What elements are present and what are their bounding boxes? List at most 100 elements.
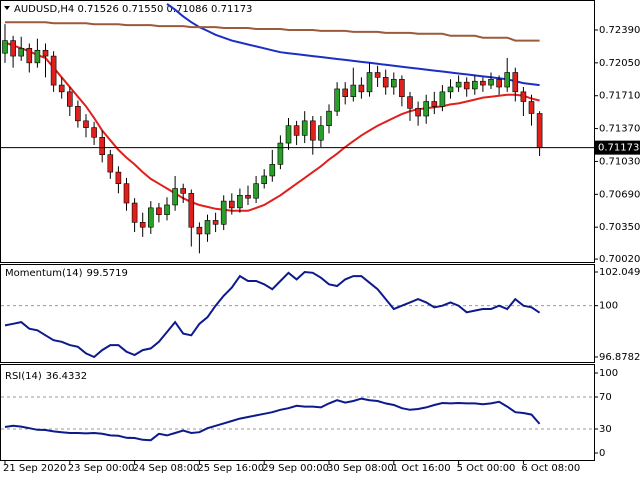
candle-body <box>42 49 49 57</box>
candle-body <box>366 72 373 93</box>
x-tick-label: 24 Sep 08:00 <box>133 463 200 474</box>
momentum-value: 99.5719 <box>87 268 128 279</box>
candle-body <box>334 88 340 112</box>
candle-body <box>115 171 122 184</box>
candle-body <box>91 127 97 138</box>
candle-body <box>261 175 268 184</box>
candle-body <box>536 113 543 148</box>
candle-body <box>407 96 413 109</box>
candle-body <box>99 136 105 155</box>
y-tick-label: 0.70350 <box>599 222 640 233</box>
y-tick-label: 0.70690 <box>599 189 640 200</box>
candle-body <box>26 48 33 64</box>
candle-body <box>196 226 203 235</box>
candle-body <box>431 101 438 107</box>
momentum-name: Momentum(14) <box>5 268 83 279</box>
candle-body <box>10 40 16 57</box>
x-tick-label: 25 Sep 16:00 <box>197 463 264 474</box>
candle-body <box>18 48 25 57</box>
candle-body <box>415 107 421 117</box>
rsi-name: RSI(14) <box>5 371 42 382</box>
plot-area <box>1 396 594 442</box>
candle-body <box>75 106 81 122</box>
price-title: AUDUSD,H4 0.71526 0.71550 0.71086 0.7117… <box>14 4 252 15</box>
candle-body <box>358 84 365 93</box>
candle-body <box>301 120 308 136</box>
candle-body <box>382 77 389 88</box>
candle-body <box>67 91 73 107</box>
candle-body <box>253 183 259 199</box>
candle-body <box>318 125 324 141</box>
y-tick-label: 102.0498 <box>599 267 640 278</box>
current-price-box <box>594 140 640 155</box>
x-tick-label: 30 Sep 08:00 <box>327 463 394 474</box>
x-tick-label: 29 Sep 00:00 <box>262 463 329 474</box>
y-tick-label: 30 <box>599 424 612 435</box>
candle-body <box>180 188 186 194</box>
candle-body <box>496 78 502 88</box>
candle-body <box>212 220 219 225</box>
candle-body <box>528 101 535 114</box>
candle-body <box>439 91 446 107</box>
candle-body <box>374 72 381 78</box>
candle-body <box>350 84 357 97</box>
current-price-label: 0.71173 <box>598 143 639 154</box>
momentum-panel <box>0 264 595 363</box>
x-tick-label: 23 Sep 00:00 <box>68 463 135 474</box>
candle-body <box>131 202 138 223</box>
indicator-line <box>4 397 541 442</box>
rsi-title: RSI(14) 36.4332 <box>5 371 87 382</box>
y-tick-label: 0 <box>599 448 605 459</box>
candle-body <box>399 78 405 97</box>
candle-body <box>277 142 284 165</box>
candle-body <box>172 188 178 206</box>
collapse-icon[interactable] <box>4 6 10 10</box>
y-tick-label: 0.72050 <box>599 58 640 69</box>
y-tick-label: 0.72390 <box>599 25 640 36</box>
candle-body <box>285 125 292 144</box>
candle-body <box>83 120 89 128</box>
momentum-title: Momentum(14) 99.5719 <box>5 268 128 279</box>
y-tick-label: 70 <box>599 392 612 403</box>
candle-body <box>423 101 430 117</box>
y-tick-label: 0.71710 <box>599 91 640 102</box>
candle-body <box>156 207 162 215</box>
y-tick-label: 0.71030 <box>599 156 640 167</box>
candle-body <box>512 72 519 93</box>
candle-body <box>237 194 243 209</box>
candle-body <box>520 91 527 102</box>
candle-body <box>123 183 130 204</box>
candle-body <box>488 78 494 86</box>
candle-body <box>463 81 470 90</box>
price-panel <box>0 0 595 263</box>
rsi-value: 36.4332 <box>46 371 87 382</box>
candle-body <box>188 193 195 228</box>
x-tick-label: 1 Oct 16:00 <box>392 463 451 474</box>
candle-body <box>2 40 8 54</box>
candle-body <box>480 80 486 86</box>
y-tick-label: 0.71370 <box>599 124 640 135</box>
moving-average <box>4 41 540 212</box>
plot-area <box>2 3 543 254</box>
candle-body <box>455 81 462 88</box>
candle-body <box>326 110 332 126</box>
candle-body <box>471 80 478 90</box>
y-tick-label: 100 <box>599 301 618 312</box>
candle-body <box>504 72 511 88</box>
candle-body <box>50 55 57 86</box>
candle-body <box>204 220 211 235</box>
candle-body <box>342 88 349 97</box>
candle-body <box>139 222 146 228</box>
indicator-line <box>4 270 541 359</box>
candle-body <box>107 154 114 173</box>
candle-body <box>164 204 170 215</box>
x-tick-label: 21 Sep 2020 <box>3 463 66 474</box>
candle-body <box>34 49 41 64</box>
candle-body <box>309 120 316 141</box>
candle-body <box>390 78 397 88</box>
candle-body <box>58 84 65 93</box>
candle-body <box>229 200 235 209</box>
y-tick-label: 96.8782 <box>599 352 640 363</box>
